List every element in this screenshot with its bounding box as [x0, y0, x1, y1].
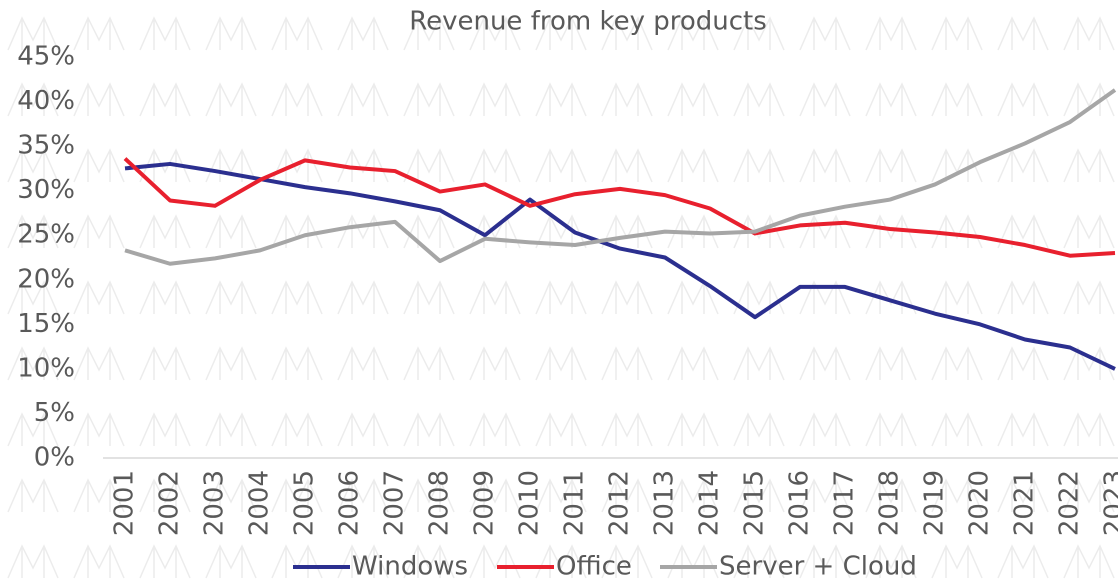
x-tick-label: 2012 — [605, 470, 635, 536]
x-tick-label: 2006 — [335, 470, 365, 536]
x-tick-label: 2008 — [425, 470, 455, 536]
y-tick-label: 20% — [17, 264, 75, 294]
x-tick-label: 2021 — [1010, 470, 1040, 536]
x-tick-label: 2019 — [920, 470, 950, 536]
x-tick-label: 2007 — [380, 470, 410, 536]
y-tick-label: 15% — [17, 309, 75, 339]
legend-label: Server + Cloud — [719, 552, 917, 580]
y-tick-label: 40% — [17, 86, 75, 116]
x-tick-label: 2014 — [695, 470, 725, 536]
series-line — [124, 88, 1117, 266]
x-tick-label: 2001 — [110, 470, 140, 536]
legend-label: Windows — [352, 552, 468, 580]
y-tick-label: 0% — [34, 443, 75, 473]
x-tick-label: 2015 — [740, 470, 770, 536]
y-tick-label: 25% — [17, 220, 75, 250]
y-tick-label: 45% — [17, 42, 75, 72]
x-tick-label: 2020 — [965, 470, 995, 536]
y-tick-label: 35% — [17, 131, 75, 161]
x-tick-label: 2011 — [560, 470, 590, 536]
x-tick-label: 2018 — [875, 470, 905, 536]
x-tick-label: 2003 — [200, 470, 230, 536]
x-tick-label: 2005 — [290, 470, 320, 536]
x-tick-label: 2009 — [470, 470, 500, 536]
x-tick-label: 2017 — [830, 470, 860, 536]
x-tick-label: 2022 — [1055, 470, 1085, 536]
chart-title: Revenue from key products — [409, 7, 767, 37]
x-tick-label: 2004 — [245, 470, 275, 536]
y-tick-label: 5% — [34, 398, 75, 428]
series-line — [124, 161, 1116, 371]
x-tick-label: 2010 — [515, 470, 545, 536]
y-tick-label: 10% — [17, 353, 75, 383]
x-tick-label: 2023 — [1100, 470, 1118, 536]
series-line — [123, 157, 1116, 258]
y-tick-label: 30% — [17, 175, 75, 205]
x-tick-label: 2013 — [650, 470, 680, 536]
x-tick-label: 2002 — [155, 470, 185, 536]
legend-label: Office — [556, 552, 632, 580]
x-tick-label: 2016 — [785, 470, 815, 536]
